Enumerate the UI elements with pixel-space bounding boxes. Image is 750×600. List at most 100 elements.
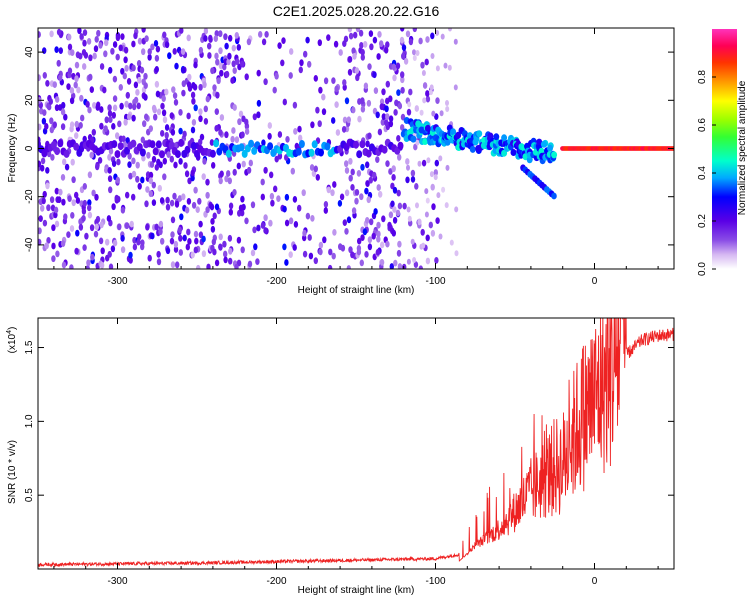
spectrogram-cell bbox=[403, 57, 409, 65]
spectrogram-cell bbox=[154, 164, 159, 171]
spectrogram-cell bbox=[342, 116, 348, 124]
spectrogram-cell bbox=[290, 167, 295, 175]
spectrogram-cell bbox=[178, 109, 183, 116]
spectrogram-cell bbox=[82, 39, 87, 47]
spectrogram-cell bbox=[190, 251, 195, 259]
spectrogram-cell bbox=[360, 234, 365, 242]
spectrogram-cell bbox=[391, 165, 396, 173]
spectrogram-cell bbox=[160, 102, 165, 110]
spectrogram-cell bbox=[119, 102, 124, 110]
spectrogram-cell bbox=[45, 167, 50, 174]
spectrogram-cell bbox=[469, 145, 476, 153]
spectrogram-cell bbox=[288, 72, 293, 79]
spectrogram-cell bbox=[205, 178, 210, 186]
spectrogram-cell bbox=[156, 250, 161, 258]
spectrogram-cell bbox=[321, 108, 327, 116]
spectrogram-cell bbox=[192, 83, 198, 91]
spectrogram-cell bbox=[86, 38, 92, 45]
spectrogram-cell bbox=[131, 170, 137, 178]
spectrogram-cell bbox=[197, 197, 202, 205]
spectrogram-cell bbox=[348, 174, 353, 182]
spectrogram-cell bbox=[410, 169, 416, 177]
spectrogram-cell bbox=[307, 234, 312, 241]
spectrogram-cell bbox=[232, 168, 237, 176]
spectrogram-cell bbox=[74, 132, 79, 140]
spectrogram-cell bbox=[365, 217, 370, 224]
spectrogram-cell bbox=[169, 199, 175, 207]
spectrogram-cell bbox=[81, 208, 87, 215]
spectrogram-cell bbox=[255, 258, 260, 265]
spectrogram-cell bbox=[114, 150, 121, 159]
spectrogram-cell bbox=[444, 138, 451, 146]
spectrogram-cell bbox=[94, 223, 100, 231]
spectrogram-cell bbox=[380, 241, 385, 249]
spectrogram-cell bbox=[198, 115, 203, 123]
spectrogram-cell bbox=[420, 228, 425, 236]
spectrogram-cell bbox=[139, 148, 146, 157]
spectrogram-cell bbox=[165, 247, 171, 255]
spectrogram-cell bbox=[148, 125, 153, 132]
snr-series-line bbox=[38, 318, 674, 568]
spectrogram-cell bbox=[440, 33, 445, 40]
spectrogram-cell bbox=[127, 161, 132, 169]
spectrogram-cell bbox=[120, 206, 126, 214]
spectrogram-cell bbox=[219, 170, 224, 178]
spectrogram-cell bbox=[141, 48, 146, 56]
spectrogram-cell bbox=[399, 36, 405, 44]
spectrogram-cell bbox=[421, 242, 426, 249]
spectrogram-cell bbox=[184, 206, 190, 214]
spectrogram-cell bbox=[126, 113, 132, 121]
spectrogram-cell bbox=[160, 130, 165, 137]
spectrogram-cell bbox=[430, 53, 435, 59]
spectrogram-cell bbox=[133, 32, 138, 40]
spectrogram-cell bbox=[164, 131, 169, 139]
spectrogram-cell bbox=[355, 28, 361, 33]
spectrogram-cell bbox=[493, 133, 500, 141]
spectrogram-cell bbox=[111, 111, 117, 119]
spectrogram-cell bbox=[79, 33, 84, 40]
spectrogram-cell bbox=[263, 78, 268, 86]
spectrogram-cell bbox=[158, 220, 164, 228]
spectrogram-cell bbox=[38, 227, 42, 235]
spectrogram-cell bbox=[277, 42, 282, 49]
spectrogram-cell bbox=[433, 174, 438, 181]
spectrogram-cell bbox=[49, 196, 55, 204]
spectrogram-cell bbox=[351, 207, 357, 215]
spectrogram-cell bbox=[350, 184, 355, 191]
spectrogram-cell bbox=[69, 225, 75, 232]
colorbar-ticks: 0.0 0.2 0.4 0.6 0.8 bbox=[697, 70, 716, 276]
spectrogram-cell bbox=[38, 123, 42, 131]
spectrogram-cell bbox=[126, 78, 132, 85]
spectrogram-cell bbox=[186, 228, 191, 236]
spectrogram-cell bbox=[209, 139, 215, 146]
spectrogram-cell bbox=[211, 162, 216, 169]
spectrogram-cell bbox=[120, 67, 125, 75]
spectrogram-cell bbox=[248, 159, 253, 167]
spectrogram-cell bbox=[418, 265, 423, 269]
spectrogram-cell bbox=[99, 106, 104, 113]
spectrogram-cell bbox=[56, 28, 62, 36]
spectrogram-cell bbox=[108, 186, 113, 194]
spectrogram-cell bbox=[396, 135, 401, 142]
spectrogram-cell bbox=[401, 44, 407, 51]
spectrogram-cell bbox=[141, 28, 146, 33]
spectrogram-cell bbox=[425, 234, 430, 242]
spectrogram-cell bbox=[182, 234, 187, 242]
spectrogram-cell bbox=[112, 75, 118, 83]
spectrogram-cell bbox=[348, 246, 353, 254]
spectrogram-cell bbox=[155, 140, 162, 149]
spectrogram-cell bbox=[368, 30, 374, 37]
spectrogram-cell bbox=[156, 108, 162, 116]
spectrogram-cell bbox=[187, 238, 192, 245]
x-tick-label: 0 bbox=[592, 576, 598, 587]
spectrogram-cell bbox=[227, 234, 233, 242]
spectrogram-cell bbox=[267, 122, 272, 129]
spectrogram-cell bbox=[476, 130, 483, 138]
spectrogram-cell bbox=[414, 183, 419, 190]
spectrogram-cell bbox=[214, 124, 219, 132]
spectrogram-cell bbox=[123, 56, 128, 64]
spectrogram-cell bbox=[236, 44, 241, 51]
spectrogram-cell bbox=[307, 60, 312, 68]
spectrogram-cell bbox=[339, 193, 345, 201]
spectrogram-cell bbox=[397, 141, 404, 150]
